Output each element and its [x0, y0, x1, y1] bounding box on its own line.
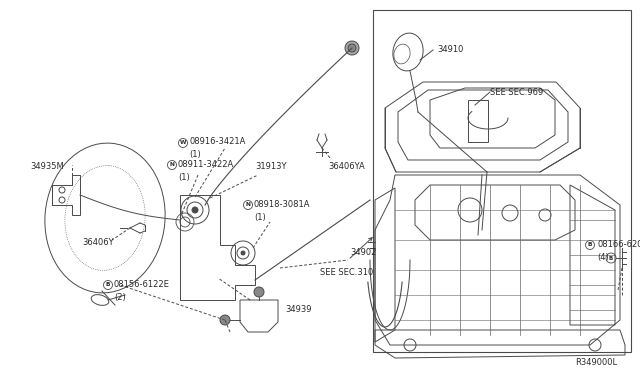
Text: 34935M: 34935M	[30, 162, 64, 171]
Bar	[373, 10, 631, 352]
Text: B: B	[609, 256, 613, 260]
Text: 31913Y: 31913Y	[255, 162, 287, 171]
Text: W: W	[180, 141, 186, 145]
Text: R349000L: R349000L	[575, 358, 617, 367]
Text: 08156-6122E: 08156-6122E	[114, 280, 170, 289]
Text: B: B	[588, 243, 592, 247]
Text: (4): (4)	[597, 253, 609, 262]
Text: 08916-3421A: 08916-3421A	[189, 137, 245, 146]
Text: B: B	[106, 282, 110, 288]
Text: (1): (1)	[178, 173, 189, 182]
Text: (1): (1)	[189, 150, 201, 159]
Circle shape	[192, 207, 198, 213]
Text: (2): (2)	[114, 293, 125, 302]
Text: 08911-3422A: 08911-3422A	[178, 160, 234, 169]
Text: 08918-3081A: 08918-3081A	[254, 200, 310, 209]
Text: 36406YA: 36406YA	[328, 162, 365, 171]
Text: 34939: 34939	[285, 305, 312, 314]
Bar	[468, 100, 488, 142]
Text: 34902: 34902	[350, 248, 376, 257]
Circle shape	[241, 251, 245, 255]
Text: SEE SEC.969: SEE SEC.969	[490, 88, 543, 97]
Circle shape	[345, 41, 359, 55]
Text: 34910: 34910	[437, 45, 463, 54]
Text: 08166-6202A: 08166-6202A	[597, 240, 640, 249]
Text: 36406Y: 36406Y	[82, 238, 114, 247]
Text: N: N	[246, 202, 250, 208]
Circle shape	[254, 287, 264, 297]
Circle shape	[348, 44, 356, 52]
Text: N: N	[170, 163, 175, 167]
Text: SEE SEC.310: SEE SEC.310	[320, 268, 373, 277]
Circle shape	[220, 315, 230, 325]
Text: (1): (1)	[254, 213, 266, 222]
